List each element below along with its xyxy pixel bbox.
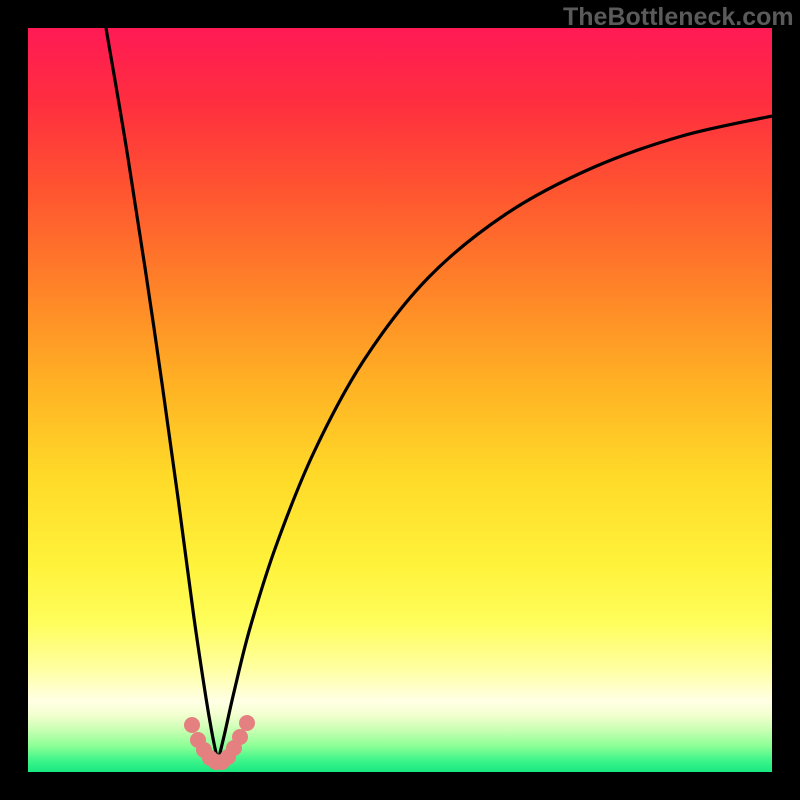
chart-background-gradient (28, 28, 772, 772)
watermark-text: TheBottleneck.com (563, 3, 794, 32)
bottleneck-chart (28, 28, 772, 772)
cusp-marker (239, 715, 255, 731)
cusp-marker (184, 717, 200, 733)
cusp-marker (232, 729, 248, 745)
